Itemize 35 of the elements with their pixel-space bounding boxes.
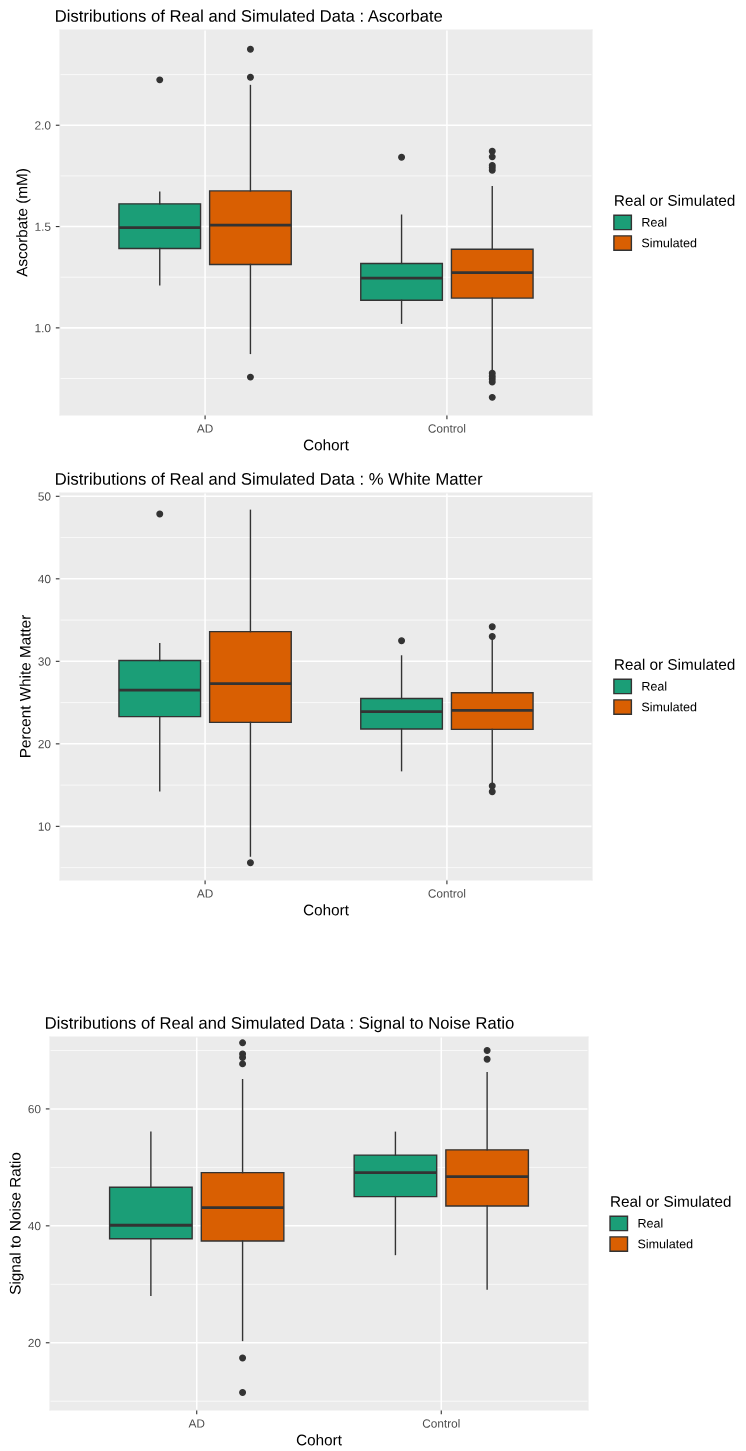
legend-title: Real or Simulated: [615, 194, 735, 206]
y-axis-title: Signal to Noise Ratio: [9, 1152, 24, 1295]
y-tick-label: 20: [28, 1338, 41, 1348]
legend-title: Real or Simulated: [611, 1195, 731, 1207]
x-axis-title: Cohort: [296, 1434, 342, 1446]
x-tick-label: AD: [196, 889, 213, 898]
legend-label: Simulated: [641, 238, 697, 248]
y-axis-title: Ascorbate (mM): [16, 169, 31, 277]
legend-label: Real: [638, 1218, 663, 1228]
chart-title: Distributions of Real and Simulated Data : Ascorbate: [56, 9, 443, 22]
x-tick-label: AD: [196, 424, 213, 433]
legend-label: Real: [642, 681, 667, 691]
x-tick-label: Control: [428, 424, 466, 433]
y-tick-label: 60: [28, 1104, 41, 1114]
y-tick-label: 2.0: [35, 121, 51, 130]
legend-label: Real: [642, 217, 667, 227]
x-tick-label: AD: [188, 1419, 205, 1428]
legend-title: Real or Simulated: [615, 658, 735, 670]
legend-label: Simulated: [638, 1239, 693, 1249]
y-tick-label: 10: [38, 822, 51, 831]
x-tick-label: Control: [422, 1419, 460, 1428]
y-tick-label: 40: [28, 1221, 41, 1231]
y-axis-title: Percent White Matter: [19, 615, 31, 757]
y-tick-label: 20: [38, 739, 51, 749]
y-tick-label: 1.5: [35, 222, 51, 231]
legend-label: Simulated: [641, 702, 697, 712]
y-tick-label: 50: [38, 492, 51, 501]
y-tick-label: 30: [38, 657, 51, 666]
y-tick-label: 40: [38, 574, 51, 584]
x-axis-title: Cohort: [303, 439, 349, 451]
chart-title: Distributions of Real and Simulated Data : Signal to Noise Ratio: [45, 1016, 514, 1033]
chart-title: Distributions of Real and Simulated Data : % White Matter: [56, 472, 483, 485]
y-tick-label: 1.0: [35, 323, 51, 333]
x-tick-label: Control: [428, 889, 466, 898]
x-axis-title: Cohort: [303, 904, 349, 916]
